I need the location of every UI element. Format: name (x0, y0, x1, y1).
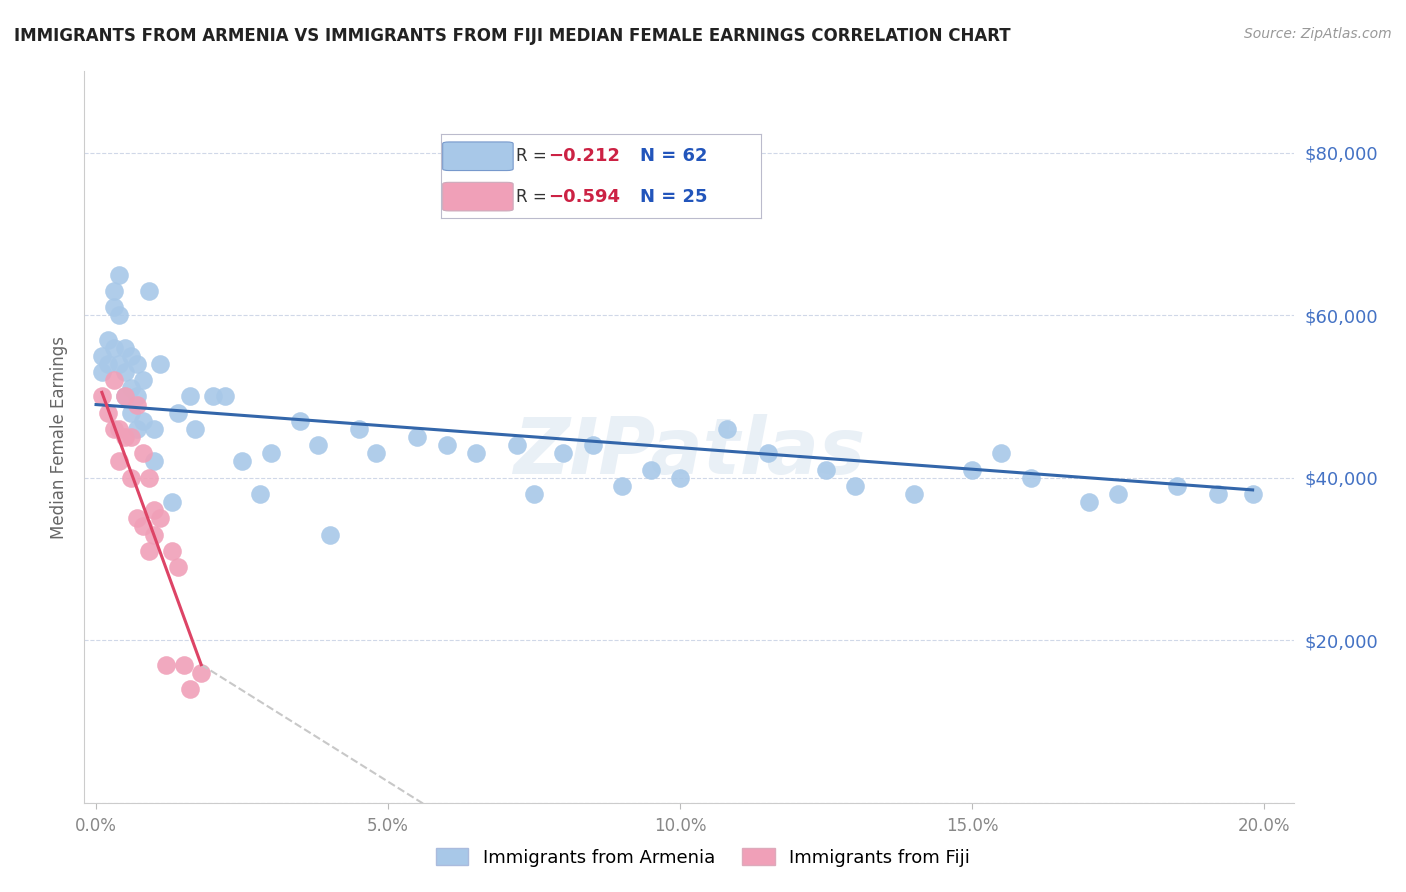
Point (143, 422, 166, 436)
Point (366, 446, 388, 460)
Point (108, 422, 131, 436)
Point (138, 284, 160, 298)
Point (990, 446, 1012, 460)
Point (190, 665, 212, 680)
Point (166, 406, 188, 420)
Point (464, 446, 486, 460)
Point (260, 446, 283, 460)
Point (166, 560, 188, 574)
Point (149, 511, 172, 525)
Point (103, 422, 125, 436)
Point (108, 308, 131, 322)
Point (318, 527, 340, 541)
Point (347, 422, 370, 436)
Point (523, 487, 546, 501)
Point (756, 446, 779, 460)
Point (120, 471, 142, 485)
Point (179, 681, 201, 696)
Point (125, 357, 148, 371)
Point (103, 300, 125, 314)
Point (406, 430, 429, 444)
Point (844, 479, 866, 493)
Point (120, 430, 142, 444)
Point (90, 389, 112, 403)
Point (505, 438, 527, 452)
Point (103, 284, 125, 298)
Y-axis label: Median Female Earnings: Median Female Earnings (51, 335, 69, 539)
Point (114, 430, 136, 444)
Point (1206, 487, 1229, 501)
Point (1078, 495, 1101, 509)
Point (1241, 487, 1264, 501)
Point (249, 487, 271, 501)
Text: Source: ZipAtlas.com: Source: ZipAtlas.com (1244, 27, 1392, 41)
Point (125, 422, 148, 436)
Point (201, 389, 224, 403)
Point (640, 462, 662, 476)
Point (553, 446, 575, 460)
Point (97, 406, 120, 420)
Point (436, 438, 458, 452)
Point (815, 462, 838, 476)
Legend: Immigrants from Armenia, Immigrants from Fiji: Immigrants from Armenia, Immigrants from… (429, 841, 977, 874)
Point (108, 454, 131, 468)
Point (143, 503, 166, 517)
Point (132, 373, 155, 387)
Point (1019, 471, 1042, 485)
Point (114, 389, 136, 403)
Point (125, 398, 148, 412)
Point (290, 414, 312, 428)
Point (120, 381, 142, 395)
Point (97, 357, 120, 371)
Point (184, 422, 207, 436)
Point (125, 389, 148, 403)
Point (114, 341, 136, 355)
Point (1166, 479, 1188, 493)
Point (114, 389, 136, 403)
Point (173, 657, 195, 672)
Text: IMMIGRANTS FROM ARMENIA VS IMMIGRANTS FROM FIJI MEDIAN FEMALE EARNINGS CORRELATI: IMMIGRANTS FROM ARMENIA VS IMMIGRANTS FR… (14, 27, 1011, 45)
Point (903, 487, 925, 501)
Point (132, 446, 155, 460)
Point (108, 268, 131, 282)
Point (114, 365, 136, 379)
Point (90, 365, 112, 379)
Point (960, 462, 983, 476)
Point (669, 471, 692, 485)
Point (581, 438, 603, 452)
Point (143, 454, 166, 468)
Point (143, 527, 166, 541)
Point (610, 479, 633, 493)
Point (103, 373, 125, 387)
Point (138, 471, 160, 485)
Point (1107, 487, 1129, 501)
Point (120, 406, 142, 420)
Point (120, 349, 142, 363)
Point (132, 414, 155, 428)
Point (108, 357, 131, 371)
Point (160, 495, 183, 509)
Point (160, 544, 183, 558)
Text: ZIPatlas: ZIPatlas (513, 414, 865, 490)
Point (231, 454, 253, 468)
Point (214, 389, 236, 403)
Point (103, 341, 125, 355)
Point (132, 519, 155, 533)
Point (149, 357, 172, 371)
Point (125, 511, 148, 525)
Point (307, 438, 329, 452)
Point (97, 333, 120, 347)
Point (716, 422, 738, 436)
Point (155, 657, 177, 672)
Point (179, 389, 201, 403)
Point (138, 544, 160, 558)
Point (90, 349, 112, 363)
